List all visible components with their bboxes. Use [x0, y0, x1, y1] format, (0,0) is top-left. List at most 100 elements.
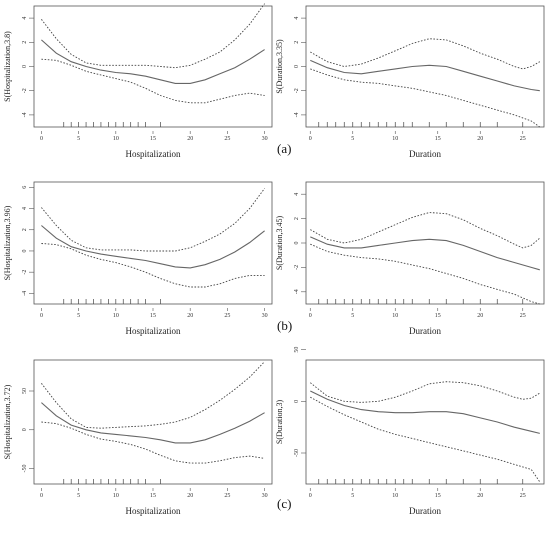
x-tick-label: 5 [351, 313, 354, 319]
y-tick-label: 50 [22, 388, 28, 394]
x-tick-label: 30 [262, 493, 268, 499]
y-tick-label: 0 [22, 428, 28, 431]
y-tick-label: 4 [294, 193, 300, 196]
confidence-band-2 [41, 421, 265, 464]
x-tick-label: 10 [113, 493, 119, 499]
y-tick-label: -2 [294, 88, 300, 93]
x-tick-label: 10 [392, 493, 398, 499]
x-tick-label: 20 [187, 493, 193, 499]
chart-panel-0: 0 5 10 15 20 25 30 -4 -2 0 2 4 Hospitalization S(Hosp… [3, 3, 273, 159]
x-tick-label: 0 [40, 493, 43, 499]
confidence-band-1 [310, 212, 541, 249]
x-tick-label: 5 [351, 493, 354, 499]
x-tick-label: 20 [187, 136, 193, 142]
x-tick-label: 0 [40, 136, 43, 142]
y-tick-label: 0 [22, 249, 28, 252]
fit-line-0 [310, 390, 540, 434]
x-tick-label: 15 [435, 493, 441, 499]
panel-label-a: (a) [277, 141, 291, 156]
x-tick-label: 5 [77, 136, 80, 142]
confidence-band-2 [41, 58, 265, 104]
x-axis-title: Duration [409, 326, 441, 336]
fit-line-0 [41, 39, 265, 84]
y-axis-title: S(Hospitalization,3.72) [3, 384, 12, 459]
x-tick-label: 15 [150, 493, 156, 499]
x-tick-label: 15 [435, 313, 441, 319]
y-tick-label: 2 [22, 228, 28, 231]
y-tick-label: -2 [294, 265, 300, 270]
x-tick-label: 25 [224, 313, 230, 319]
y-tick-label: -4 [294, 289, 300, 294]
plot-frame [305, 181, 545, 305]
x-tick-label: 0 [309, 313, 312, 319]
x-tick-label: 10 [113, 313, 119, 319]
y-tick-label: -4 [22, 112, 28, 117]
y-tick-label: 6 [22, 186, 28, 189]
x-tick-label: 25 [224, 136, 230, 142]
x-tick-label: 20 [477, 493, 483, 499]
x-axis-title: Hospitalization [126, 506, 181, 516]
y-tick-label: -50 [22, 465, 28, 473]
confidence-band-1 [41, 3, 265, 69]
confidence-band-1 [41, 188, 265, 252]
y-tick-label: -50 [294, 449, 300, 457]
x-tick-label: 30 [262, 136, 268, 142]
confidence-band-1 [310, 381, 541, 403]
x-tick-label: 20 [477, 136, 483, 142]
y-axis-title: S(Duration,3) [275, 400, 284, 445]
chart-panel-5: 0 5 10 15 20 25 -50 0 50 Duration S(Duration,3) [275, 347, 545, 516]
x-tick-label: 30 [262, 313, 268, 319]
y-axis-title: S(Duration,3.35) [275, 39, 284, 94]
y-tick-label: -4 [22, 291, 28, 296]
confidence-band-1 [41, 361, 265, 429]
y-tick-label: 0 [22, 65, 28, 68]
confidence-band-1 [310, 38, 541, 70]
x-tick-label: 0 [40, 313, 43, 319]
x-axis-title: Duration [409, 149, 441, 159]
chart-panel-1: 0 5 10 15 20 25 -4 -2 0 2 4 Duration S(Duration,3.35… [275, 5, 545, 159]
x-tick-label: 5 [77, 313, 80, 319]
y-tick-label: 2 [294, 217, 300, 220]
fit-line-0 [41, 225, 265, 269]
x-tick-label: 10 [113, 136, 119, 142]
x-tick-label: 15 [435, 136, 441, 142]
y-tick-label: 2 [22, 41, 28, 44]
fit-line-0 [310, 236, 540, 271]
y-tick-label: 4 [22, 207, 28, 210]
chart-panel-3: 0 5 10 15 20 25 -4 -2 0 2 4 Duration S(Duration,3.45… [275, 181, 545, 336]
plot-frame [33, 181, 273, 305]
panels-group: 0 5 10 15 20 25 30-4-2024HospitalizationS(Hosp… [3, 3, 545, 516]
y-axis-title: S(Hospitalization,3.8) [3, 31, 12, 102]
x-tick-label: 5 [77, 493, 80, 499]
y-tick-label: 4 [22, 17, 28, 20]
panel-label-b: (b) [277, 318, 292, 333]
y-tick-label: 4 [294, 17, 300, 20]
x-tick-label: 25 [224, 493, 230, 499]
panel-label-c: (c) [277, 496, 291, 511]
y-tick-label: -2 [22, 270, 28, 275]
confidence-band-2 [310, 68, 541, 128]
y-tick-label: 2 [294, 41, 300, 44]
x-tick-label: 25 [520, 493, 526, 499]
plot-frame [33, 359, 273, 485]
x-tick-label: 0 [309, 493, 312, 499]
x-tick-label: 25 [520, 313, 526, 319]
confidence-band-2 [41, 243, 265, 288]
x-tick-label: 0 [309, 136, 312, 142]
fit-line-0 [41, 402, 265, 444]
x-tick-label: 20 [187, 313, 193, 319]
x-tick-label: 10 [392, 313, 398, 319]
plot-frame [305, 359, 545, 485]
confidence-band-2 [310, 243, 540, 305]
y-tick-label: 0 [294, 242, 300, 245]
x-tick-label: 10 [392, 136, 398, 142]
chart-panel-4: 0 5 10 15 20 25 30 -50 0 50 Hospitalization S(Hospi… [3, 359, 273, 516]
x-tick-label: 5 [351, 136, 354, 142]
confidence-band-2 [310, 396, 541, 483]
y-tick-label: -2 [22, 88, 28, 93]
y-tick-label: 0 [294, 400, 300, 403]
y-tick-label: 0 [294, 65, 300, 68]
fit-line-0 [310, 59, 540, 92]
x-axis-title: Duration [409, 506, 441, 516]
